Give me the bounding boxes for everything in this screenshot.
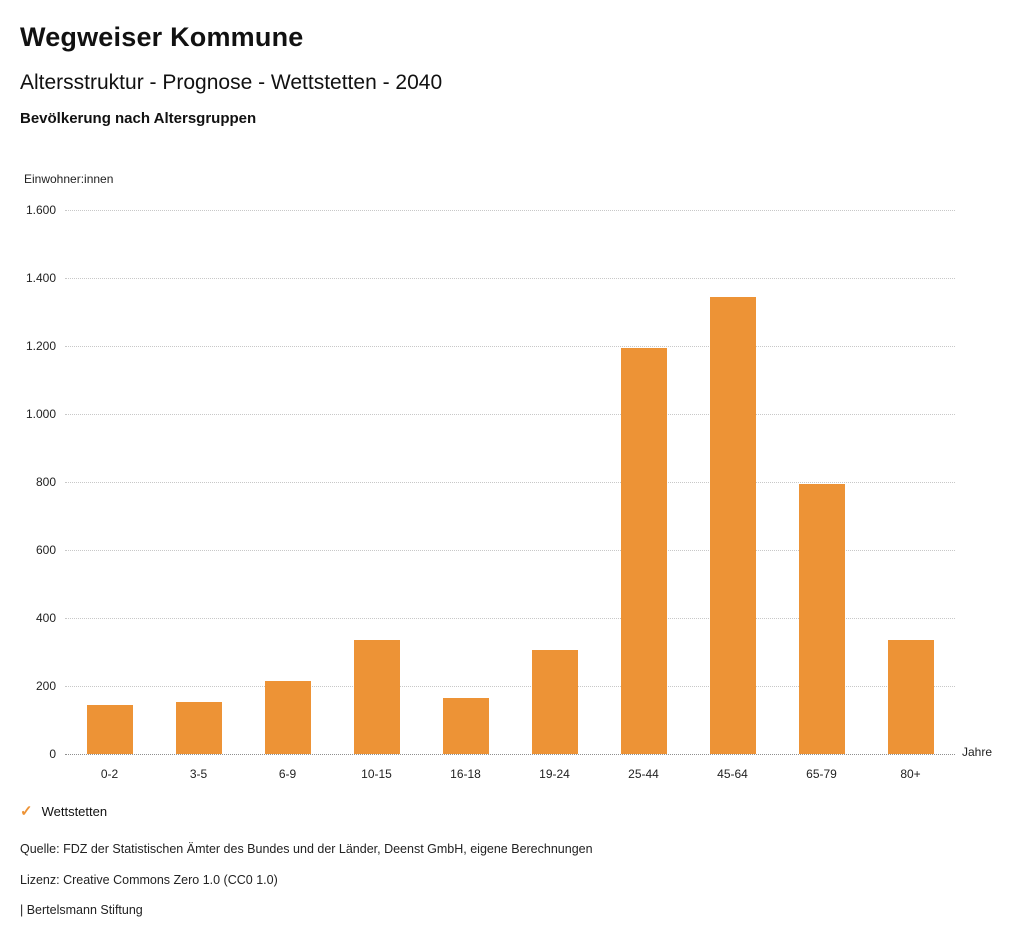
y-tick-label-200: 200 [35,679,56,693]
x-tick-label-45-64: 45-64 [717,767,748,781]
chart-header: Wegweiser Kommune Altersstruktur - Progn… [0,0,1024,127]
bar-25-44[interactable] [620,347,667,754]
footer: Quelle: FDZ der Statistischen Ämter des … [20,843,593,935]
x-tick-label-6-9: 6-9 [278,767,297,781]
bar-10-15[interactable] [353,640,400,754]
gridline-0 [65,754,955,755]
x-axis-title: Jahre [962,745,993,759]
bar-chart-plot-area: Jahre 0 200 400 600 800 1.000 1.200 1.400 1.600 0… [26,203,992,781]
x-tick-label-3-5: 3-5 [189,767,208,781]
y-tick-label-800: 800 [35,475,56,489]
y-tick-label-600: 600 [35,543,56,557]
x-tick-label-80+: 80+ [900,767,921,781]
y-tick-label-1.200: 1.200 [25,339,56,353]
gridline-1.400 [65,278,955,279]
gridline-1.000 [65,414,955,415]
license-text: Lizenz: Creative Commons Zero 1.0 (CC0 1… [20,872,278,887]
gridline-800 [65,482,955,483]
y-tick-label-1.000: 1.000 [25,407,56,421]
bar-3-5[interactable] [175,702,222,754]
x-tick-label-16-18: 16-18 [450,767,481,781]
gridline-1.200 [65,346,955,347]
legend-item-wettstetten[interactable]: ✓ Wettstetten [20,804,107,819]
gridline-600 [65,550,955,551]
x-tick-label-25-44: 25-44 [628,767,659,781]
x-tick-label-10-15: 10-15 [361,767,392,781]
chart-subtitle: Altersstruktur - Prognose - Wettstetten … [20,71,443,94]
y-tick-label-0: 0 [49,747,56,761]
bar-65-79[interactable] [798,483,845,754]
page-title: Wegweiser Kommune [20,22,304,52]
y-tick-label-1.600: 1.600 [25,203,56,217]
x-tick-label-65-79: 65-79 [806,767,837,781]
gridline-1.600 [65,210,955,211]
brand-text: | Bertelsmann Stiftung [20,903,143,917]
bar-19-24[interactable] [531,650,578,754]
chart-heading: Bevölkerung nach Altersgruppen [20,110,257,127]
y-tick-label-1.400: 1.400 [25,271,56,285]
x-tick-label-19-24: 19-24 [539,767,570,781]
check-icon: ✓ [20,803,33,820]
bar-0-2[interactable] [86,704,133,754]
source-text: Quelle: FDZ der Statistischen Ämter des … [20,842,593,856]
y-tick-label-400: 400 [35,611,56,625]
bar-45-64[interactable] [709,296,756,754]
gridline-400 [65,618,955,619]
x-tick-label-0-2: 0-2 [100,767,119,781]
bar-80+[interactable] [887,640,934,754]
gridline-200 [65,686,955,687]
y-axis-title: Einwohner:innen [24,172,114,186]
bar-16-18[interactable] [442,697,489,754]
legend-label: Wettstetten [41,804,108,819]
bar-6-9[interactable] [264,680,311,754]
